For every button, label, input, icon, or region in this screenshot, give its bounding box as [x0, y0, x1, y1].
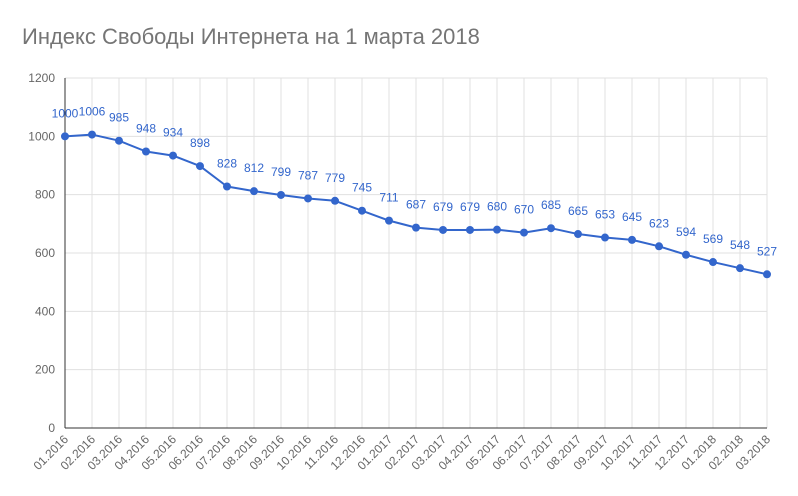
data-point: [169, 151, 177, 160]
data-label: 653: [595, 208, 615, 222]
data-label: 985: [109, 111, 129, 125]
data-point: [358, 206, 366, 215]
y-tick-label: 600: [35, 246, 55, 260]
data-point: [331, 196, 339, 205]
data-label: 1000: [52, 106, 79, 120]
data-label: 680: [487, 200, 507, 214]
data-label: 799: [271, 165, 291, 179]
data-label: 898: [190, 136, 210, 150]
data-label: 948: [136, 122, 156, 136]
data-point: [250, 187, 258, 196]
data-label: 787: [298, 168, 318, 182]
data-point: [682, 250, 690, 259]
data-point: [88, 130, 96, 139]
data-point: [574, 230, 582, 239]
data-label: 623: [649, 216, 669, 230]
data-point: [709, 258, 717, 267]
data-points: [61, 130, 771, 279]
data-point: [547, 224, 555, 233]
data-label: 779: [325, 171, 345, 185]
data-point: [61, 132, 69, 141]
data-label: 679: [460, 200, 480, 214]
data-point: [736, 264, 744, 273]
data-labels: 1000 1006 985 948 934 898 828 812 799 787 779 745 71…: [52, 105, 778, 259]
grid-lines: [64, 77, 768, 428]
data-label: 687: [406, 198, 426, 212]
data-point: [412, 223, 420, 232]
data-point: [520, 228, 528, 237]
data-point: [304, 194, 312, 203]
data-label: 1006: [79, 105, 106, 119]
y-tick-label: 800: [35, 188, 55, 202]
data-label: 569: [703, 232, 723, 246]
y-tick-label: 1000: [28, 129, 55, 143]
data-point: [277, 190, 285, 199]
y-tick-label: 400: [35, 304, 55, 318]
x-tick-labels: 01.201602.201603.201604.201605.201606.20…: [31, 432, 774, 473]
data-label: 645: [622, 210, 642, 224]
data-point: [466, 225, 474, 234]
data-label: 679: [433, 200, 453, 214]
data-point: [223, 182, 231, 191]
chart-title: Индекс Свободы Интернета на 1 марта 2018: [22, 24, 480, 49]
data-label: 745: [352, 181, 372, 195]
y-tick-label: 0: [48, 421, 55, 435]
data-label: 812: [244, 161, 264, 175]
data-point: [196, 162, 204, 171]
data-point: [493, 225, 501, 234]
data-label: 527: [757, 244, 777, 258]
data-point: [628, 235, 636, 244]
data-label: 665: [568, 204, 588, 218]
data-label: 934: [163, 126, 183, 140]
data-label: 711: [379, 191, 398, 205]
data-point: [115, 136, 123, 145]
data-label: 670: [514, 203, 534, 217]
data-label: 594: [676, 225, 696, 239]
data-label: 548: [730, 238, 750, 252]
data-point: [385, 216, 393, 225]
data-point: [439, 225, 447, 234]
data-label: 685: [541, 198, 561, 212]
data-point: [763, 270, 771, 279]
data-label: 828: [217, 157, 237, 171]
y-tick-label: 1200: [28, 71, 55, 85]
data-point: [655, 242, 663, 251]
y-tick-label: 200: [35, 363, 55, 377]
data-point: [142, 147, 150, 156]
y-tick-labels: 0 200 400 600 800 1000 1200: [28, 71, 55, 435]
data-point: [601, 233, 609, 242]
